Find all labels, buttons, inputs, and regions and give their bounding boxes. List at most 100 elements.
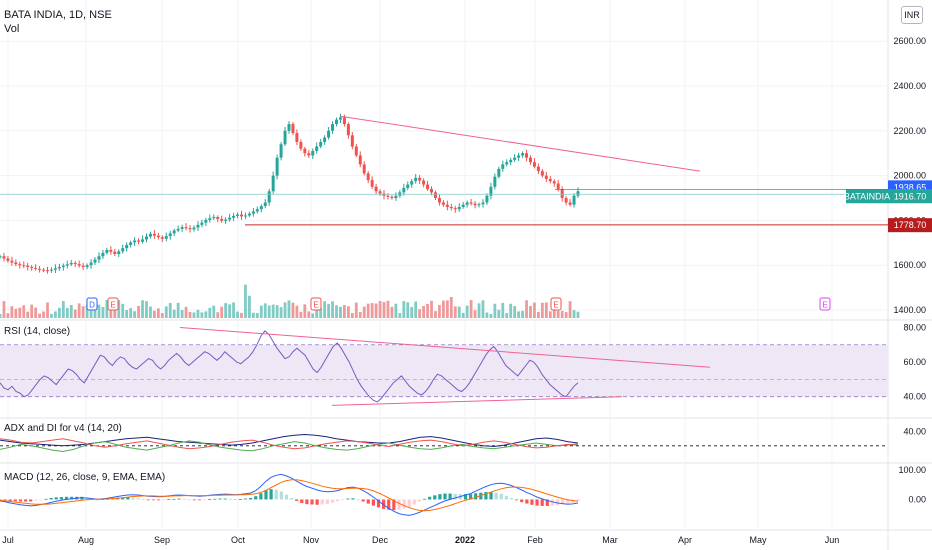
volume-bar bbox=[14, 308, 18, 318]
candle-body bbox=[208, 218, 212, 220]
macd-histogram-bar bbox=[474, 493, 478, 500]
candle-body bbox=[430, 189, 434, 193]
volume-bar bbox=[121, 303, 125, 318]
event-marker-letter: E bbox=[313, 301, 318, 310]
volume-bar bbox=[315, 303, 319, 318]
volume-bar bbox=[358, 312, 362, 318]
macd-pane[interactable] bbox=[0, 473, 580, 516]
candle-body bbox=[453, 208, 457, 210]
candle-body bbox=[267, 191, 271, 203]
candle-body bbox=[307, 153, 311, 156]
macd-histogram-bar bbox=[167, 499, 171, 500]
candle-body bbox=[525, 153, 529, 158]
macd-histogram-bar bbox=[468, 494, 473, 500]
macd-histogram-bar bbox=[545, 499, 549, 506]
price-tick-label: 1400.00 bbox=[893, 305, 926, 315]
adx-pane[interactable] bbox=[0, 433, 888, 453]
volume-label[interactable]: Vol bbox=[4, 23, 20, 35]
macd-histogram-bar bbox=[13, 499, 17, 502]
symbol-title[interactable]: BATA INDIA, 1D, NSE bbox=[4, 9, 112, 21]
macd-histogram-bar bbox=[422, 498, 427, 500]
macd-histogram-bar bbox=[525, 499, 529, 504]
volume-bar bbox=[465, 305, 469, 318]
candle-body bbox=[556, 183, 560, 190]
volume-bar bbox=[434, 311, 437, 318]
time-tick-label: Sep bbox=[154, 535, 170, 545]
volume-bar bbox=[564, 312, 568, 318]
candle-body bbox=[69, 262, 73, 265]
time-tick-label: Oct bbox=[231, 535, 246, 545]
volume-bar bbox=[263, 303, 267, 318]
candle-body bbox=[137, 240, 141, 242]
volume-bar bbox=[438, 305, 441, 318]
currency-button[interactable]: INR bbox=[901, 6, 923, 24]
candle-body bbox=[228, 217, 232, 220]
adx-pane-label[interactable]: ADX and DI for v4 (14, 20) bbox=[4, 423, 122, 434]
macd-histogram-bar bbox=[412, 499, 416, 505]
candle-body bbox=[497, 168, 501, 177]
macd-histogram-bar bbox=[8, 499, 12, 501]
candle-body bbox=[327, 130, 331, 138]
macd-histogram-bar bbox=[289, 497, 294, 500]
volume-bar bbox=[10, 306, 14, 318]
volume-bar bbox=[307, 311, 311, 318]
candle-body bbox=[0, 256, 2, 258]
volume-bar bbox=[89, 305, 93, 318]
macd-histogram-bar bbox=[172, 498, 176, 500]
candle-body bbox=[204, 219, 208, 223]
macd-histogram-bar bbox=[566, 499, 570, 504]
candle-body bbox=[184, 227, 188, 229]
volume-bar bbox=[497, 309, 501, 318]
macd-histogram-bar bbox=[59, 497, 63, 500]
macd-histogram-bar bbox=[208, 499, 212, 500]
macd-histogram-bar bbox=[402, 499, 406, 509]
candle-body bbox=[117, 251, 121, 254]
macd-histogram-bar bbox=[555, 499, 560, 506]
macd-histogram-bar bbox=[310, 499, 314, 505]
candle-body bbox=[501, 164, 505, 169]
volume-bar bbox=[129, 308, 133, 318]
volume-bar bbox=[374, 303, 378, 318]
volume-bar bbox=[192, 312, 196, 318]
volume-bar bbox=[556, 310, 560, 318]
volume-bar bbox=[354, 302, 358, 318]
volume-bar bbox=[544, 302, 548, 318]
candle-body bbox=[53, 268, 57, 270]
volume-bar bbox=[311, 313, 315, 318]
candle-body bbox=[521, 153, 525, 156]
macd-pane-label[interactable]: MACD (12, 26, close, 9, EMA, EMA) bbox=[4, 472, 166, 483]
volume-bar bbox=[346, 306, 350, 318]
event-marker bbox=[550, 297, 562, 311]
candle-body bbox=[38, 268, 42, 270]
volume-bar bbox=[248, 295, 251, 318]
macd-histogram-bar bbox=[366, 499, 370, 504]
volume-bar bbox=[2, 301, 6, 318]
candle-body bbox=[414, 177, 418, 182]
candle-body bbox=[536, 166, 540, 172]
candle-body bbox=[77, 264, 81, 266]
event-marker-letter: E bbox=[553, 301, 558, 310]
macd-histogram-bar bbox=[295, 499, 299, 501]
volume-bar bbox=[145, 301, 148, 318]
macd-histogram-bar bbox=[156, 499, 161, 501]
candle-body bbox=[196, 224, 200, 228]
volume-bar bbox=[228, 304, 232, 318]
candle-body bbox=[113, 251, 117, 254]
candle-body bbox=[275, 157, 279, 176]
volume-bar bbox=[224, 303, 228, 318]
macd-histogram-bar bbox=[576, 499, 580, 502]
volume-bar bbox=[204, 311, 208, 318]
macd-histogram-bar bbox=[433, 495, 437, 500]
candle-body bbox=[164, 236, 168, 239]
candle-body bbox=[42, 269, 46, 271]
macd-histogram-bar bbox=[330, 499, 335, 503]
rsi-pane-label[interactable]: RSI (14, close) bbox=[4, 326, 71, 337]
volume-bar bbox=[287, 300, 291, 318]
macd-histogram-bar bbox=[351, 498, 355, 500]
rsi-pane[interactable] bbox=[0, 326, 888, 406]
time-tick-label: Mar bbox=[602, 535, 618, 545]
macd-histogram-bar bbox=[417, 499, 422, 502]
volume-bar bbox=[152, 310, 156, 318]
